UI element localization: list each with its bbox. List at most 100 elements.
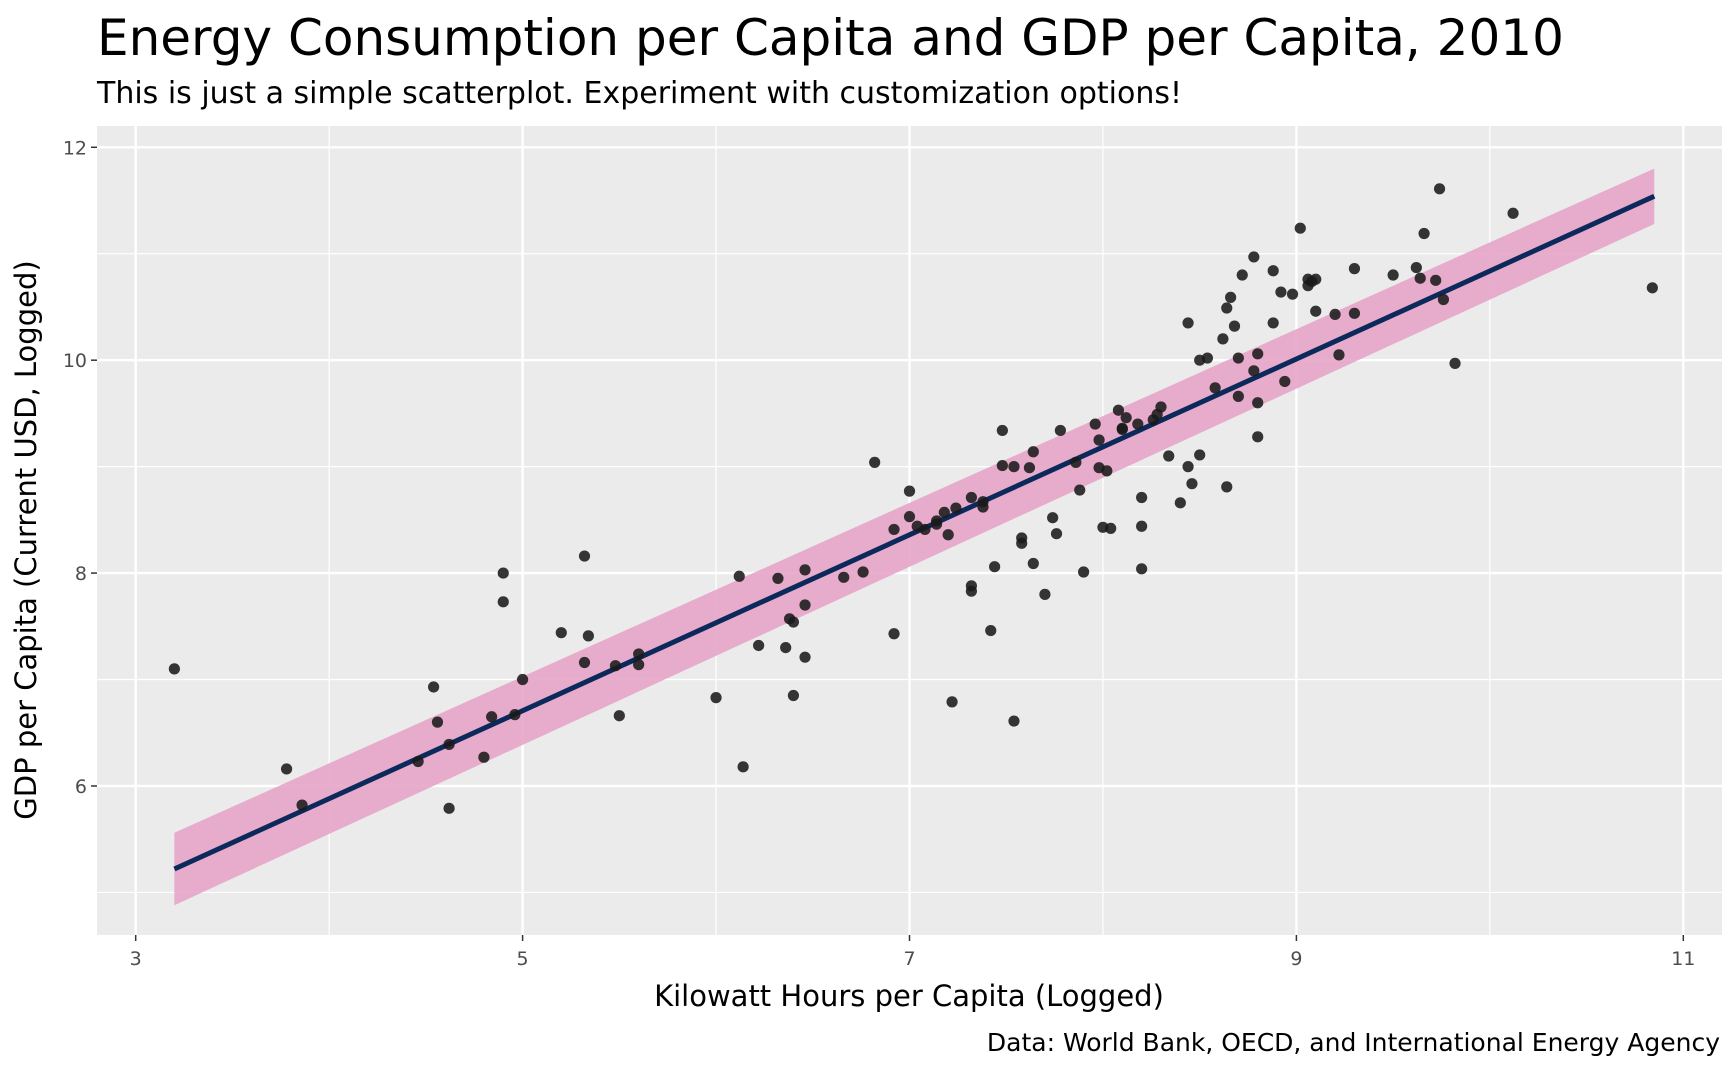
data-point [1228,320,1241,332]
data-point [965,585,978,597]
data-points [168,183,1658,814]
data-point [1182,461,1194,473]
data-point [1387,269,1399,281]
data-point [996,459,1008,472]
data-point [1252,348,1264,360]
x-tick-label: 9 [1290,948,1302,970]
data-point [1414,272,1426,284]
data-point [772,572,784,585]
data-point [838,571,850,583]
data-point [733,570,745,582]
chart-subtitle: This is just a simple scatterplot. Exper… [96,76,1182,111]
data-point [946,696,958,708]
data-point [412,755,424,768]
data-point [919,523,931,536]
data-point [1105,522,1117,534]
data-point [1275,286,1287,298]
data-point [168,663,180,675]
data-point [1437,293,1450,306]
data-point [1101,465,1113,477]
data-point [1174,497,1186,509]
data-point [1252,431,1264,443]
data-point [443,738,455,751]
data-point [996,424,1008,437]
data-point [1348,263,1361,275]
x-tick-label: 7 [903,948,915,970]
data-point [888,523,900,536]
data-point [857,566,869,578]
chart-title: Energy Consumption per Capita and GDP pe… [97,9,1564,67]
data-point [1286,288,1299,300]
data-point [787,616,800,628]
data-point [1310,273,1322,285]
data-point [633,648,645,660]
data-point [509,709,521,721]
x-axis: 3 5 7 9 11 [130,935,1695,970]
y-tick-label: 8 [75,563,87,585]
data-point [780,641,792,654]
x-tick-label: 11 [1671,948,1695,970]
data-point [1136,491,1148,504]
data-point [1047,512,1059,524]
y-tick-label: 6 [75,776,87,798]
data-point [478,751,490,763]
x-tick-label: 5 [517,948,529,970]
data-point [799,564,811,576]
data-point [1136,520,1148,532]
data-point [578,656,591,669]
data-point [1163,450,1175,462]
data-point [1182,317,1194,329]
chart-caption: Data: World Bank, OECD, and Internationa… [987,1028,1720,1057]
data-point [1646,282,1658,294]
data-point [710,692,722,704]
data-point [613,710,625,722]
data-point [942,529,954,541]
data-point [1310,305,1322,317]
data-point [1027,557,1039,570]
data-point [1078,566,1090,578]
data-point [1507,207,1519,219]
data-point [1132,418,1144,430]
data-point [609,660,622,672]
data-point [1050,528,1063,540]
data-point [985,624,997,637]
data-point [486,711,498,723]
data-point [1449,357,1461,369]
data-point [1418,227,1430,240]
data-point [1116,423,1128,435]
x-tick-label: 3 [130,948,142,970]
data-point [1089,418,1101,430]
data-point [1070,456,1082,468]
y-axis-title: GDP per Capita (Current USD, Logged) [9,260,43,819]
data-point [497,567,509,579]
data-point [428,681,440,693]
data-point [1248,251,1260,263]
data-point [938,506,950,519]
data-point [443,802,455,814]
data-point [1267,265,1279,277]
data-point [1027,446,1039,458]
data-point [497,596,509,608]
data-point [280,763,293,775]
data-point [1221,302,1233,314]
data-point [1023,462,1036,474]
data-point [888,628,900,640]
data-point [1194,449,1206,461]
data-point [1186,478,1198,490]
confidence-band [174,168,1655,906]
data-point [1217,333,1229,345]
data-point [903,511,916,523]
data-point [1209,382,1221,394]
data-point [1294,222,1306,234]
y-tick-label: 12 [63,137,87,159]
data-point [787,689,800,702]
data-point [977,501,989,513]
data-point [555,627,567,639]
data-point [1430,274,1442,286]
data-point [753,639,765,652]
data-point [950,502,962,514]
data-point [1093,434,1105,446]
data-point [431,716,444,728]
plot-panel [97,126,1722,935]
data-point [578,550,591,562]
